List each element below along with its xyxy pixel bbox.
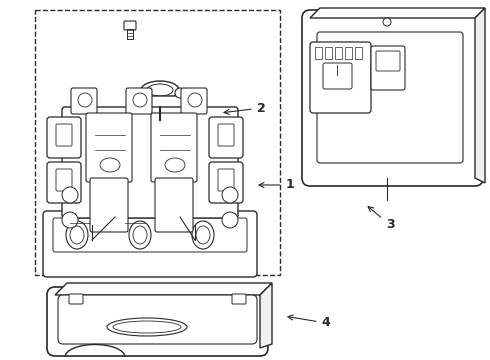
FancyBboxPatch shape xyxy=(218,124,234,146)
Bar xyxy=(35,10,280,275)
FancyBboxPatch shape xyxy=(209,162,243,203)
FancyBboxPatch shape xyxy=(126,88,152,114)
Ellipse shape xyxy=(147,84,173,96)
FancyBboxPatch shape xyxy=(151,113,197,182)
Bar xyxy=(315,47,322,59)
FancyBboxPatch shape xyxy=(47,162,81,203)
FancyBboxPatch shape xyxy=(136,96,184,109)
Ellipse shape xyxy=(165,158,185,172)
FancyBboxPatch shape xyxy=(232,294,246,304)
Circle shape xyxy=(62,187,78,203)
Bar xyxy=(355,47,362,59)
Circle shape xyxy=(188,93,202,107)
FancyBboxPatch shape xyxy=(86,113,132,182)
Ellipse shape xyxy=(151,121,169,127)
Circle shape xyxy=(383,18,391,26)
Ellipse shape xyxy=(196,226,210,244)
FancyBboxPatch shape xyxy=(323,63,352,89)
FancyBboxPatch shape xyxy=(155,178,193,232)
FancyBboxPatch shape xyxy=(371,46,405,90)
FancyBboxPatch shape xyxy=(47,117,81,158)
FancyBboxPatch shape xyxy=(58,295,257,344)
Polygon shape xyxy=(55,283,272,295)
FancyBboxPatch shape xyxy=(56,124,72,146)
Ellipse shape xyxy=(133,226,147,244)
FancyBboxPatch shape xyxy=(90,178,128,232)
FancyBboxPatch shape xyxy=(71,88,97,114)
FancyBboxPatch shape xyxy=(124,21,136,30)
Ellipse shape xyxy=(141,81,179,99)
Polygon shape xyxy=(260,283,272,348)
FancyBboxPatch shape xyxy=(62,107,238,218)
Text: 4: 4 xyxy=(288,315,330,329)
Ellipse shape xyxy=(129,221,151,249)
Bar xyxy=(325,47,332,59)
FancyBboxPatch shape xyxy=(181,88,207,114)
FancyBboxPatch shape xyxy=(43,211,257,277)
Circle shape xyxy=(175,88,185,98)
FancyBboxPatch shape xyxy=(69,294,83,304)
Text: 1: 1 xyxy=(259,179,294,192)
Ellipse shape xyxy=(100,158,120,172)
Ellipse shape xyxy=(192,221,214,249)
FancyBboxPatch shape xyxy=(376,51,400,71)
Polygon shape xyxy=(310,8,485,18)
Bar xyxy=(345,47,352,59)
FancyBboxPatch shape xyxy=(53,218,247,252)
Ellipse shape xyxy=(107,318,187,336)
Text: 3: 3 xyxy=(368,207,394,231)
Circle shape xyxy=(78,93,92,107)
FancyBboxPatch shape xyxy=(209,117,243,158)
Ellipse shape xyxy=(70,226,84,244)
FancyBboxPatch shape xyxy=(310,42,371,113)
Ellipse shape xyxy=(66,221,88,249)
Bar xyxy=(127,29,133,39)
Circle shape xyxy=(222,212,238,228)
FancyBboxPatch shape xyxy=(218,169,234,191)
Polygon shape xyxy=(475,8,485,183)
FancyBboxPatch shape xyxy=(317,32,463,163)
Circle shape xyxy=(222,187,238,203)
Circle shape xyxy=(133,93,147,107)
Ellipse shape xyxy=(113,321,181,333)
FancyBboxPatch shape xyxy=(47,287,268,356)
Ellipse shape xyxy=(145,119,175,129)
Text: 2: 2 xyxy=(224,102,266,114)
Bar xyxy=(335,47,342,59)
FancyBboxPatch shape xyxy=(302,10,483,186)
FancyBboxPatch shape xyxy=(56,169,72,191)
Circle shape xyxy=(62,212,78,228)
